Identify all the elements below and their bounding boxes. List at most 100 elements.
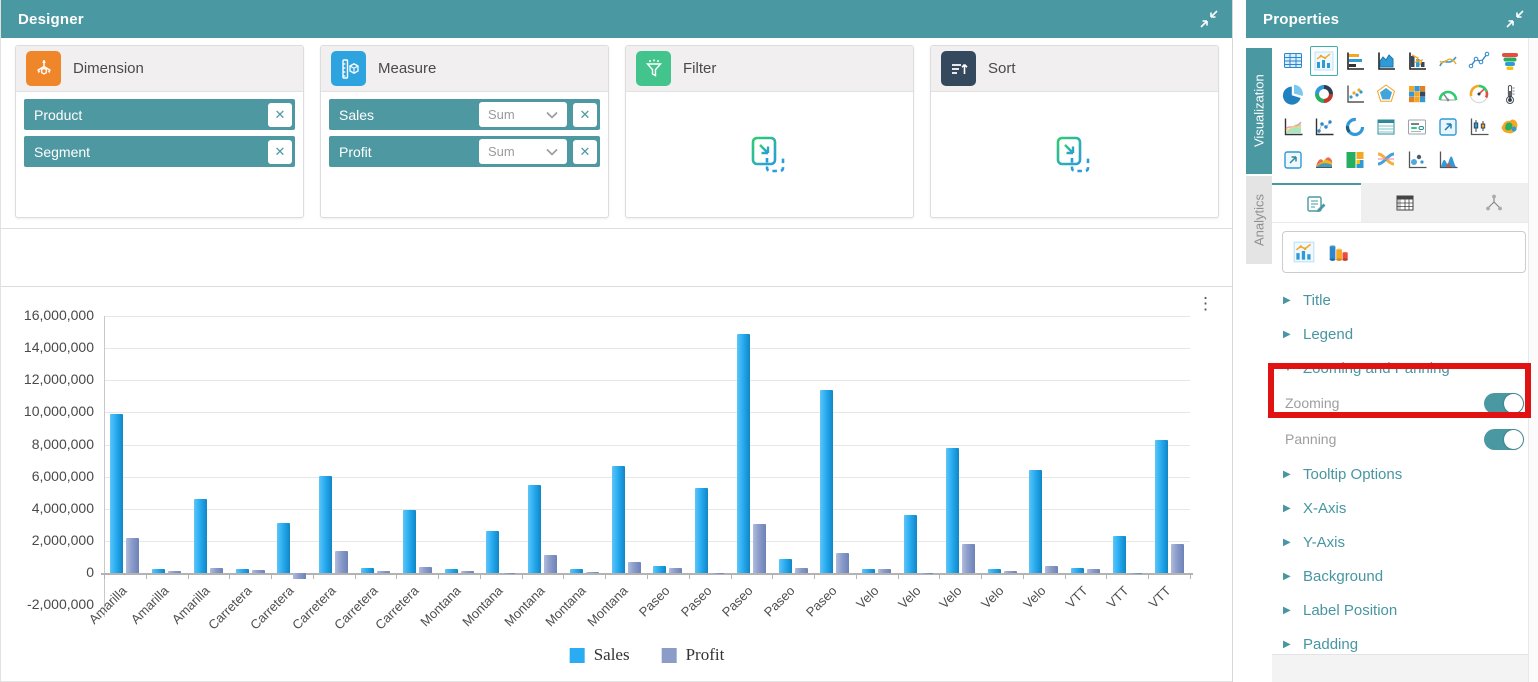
bar-profit[interactable]: [251, 569, 265, 573]
aggregation-select[interactable]: Sum: [479, 102, 567, 127]
section-label-position[interactable]: ▶ Label Position: [1283, 601, 1398, 619]
bar-profit[interactable]: [418, 566, 432, 573]
bar-chart-icon[interactable]: [1341, 46, 1369, 76]
bar-profit[interactable]: [1087, 568, 1101, 573]
column-2d-icon[interactable]: [1292, 240, 1316, 264]
bar-profit[interactable]: [544, 554, 558, 573]
scatter-chart-icon[interactable]: [1341, 79, 1369, 109]
bar-sales[interactable]: [110, 413, 124, 573]
tab-analytics[interactable]: Analytics: [1246, 176, 1272, 264]
properties-scrollbar[interactable]: [1528, 38, 1538, 682]
bar-profit[interactable]: [794, 568, 808, 573]
bar-sales[interactable]: [1154, 440, 1168, 573]
column-chart-icon[interactable]: [1310, 46, 1338, 76]
tab-general-settings[interactable]: [1272, 183, 1361, 222]
bar-sales[interactable]: [987, 568, 1001, 573]
bar-sales[interactable]: [862, 568, 876, 573]
bar-sales[interactable]: [736, 333, 750, 573]
filter-dropzone[interactable]: [626, 92, 913, 217]
measure-body[interactable]: Sales Sum ✕ Profit Sum ✕: [321, 92, 608, 217]
bar-sales[interactable]: [193, 499, 207, 573]
thermometer-gauge-icon[interactable]: [1496, 79, 1524, 109]
funnel-chart-icon[interactable]: [1496, 46, 1524, 76]
bar-sales[interactable]: [152, 569, 166, 573]
image-widget-icon[interactable]: [1279, 145, 1307, 175]
heatmap-chart-icon[interactable]: [1403, 79, 1431, 109]
bar-profit[interactable]: [878, 568, 892, 573]
table-widget-icon[interactable]: [1279, 46, 1307, 76]
spline-area-chart-icon[interactable]: [1310, 145, 1338, 175]
remove-field-button[interactable]: ✕: [268, 139, 292, 164]
bar-sales[interactable]: [1071, 568, 1085, 573]
bar-sales[interactable]: [528, 484, 542, 573]
section-padding[interactable]: ▶ Padding: [1283, 635, 1359, 653]
bar-profit[interactable]: [1128, 573, 1142, 575]
treemap-chart-icon[interactable]: [1341, 145, 1369, 175]
dimension-body[interactable]: Product ✕ Segment ✕: [16, 92, 303, 217]
bar-sales[interactable]: [1029, 470, 1043, 573]
collapse-panel-icon[interactable]: [1200, 10, 1218, 28]
section-background[interactable]: ▶ Background: [1283, 567, 1384, 585]
bar-profit[interactable]: [961, 543, 975, 573]
bar-profit[interactable]: [627, 561, 641, 573]
section-zooming-and-panning[interactable]: ▼ Zooming and Panning: [1283, 359, 1450, 377]
bubble-chart-icon[interactable]: [1403, 145, 1431, 175]
bar-profit[interactable]: [502, 573, 516, 575]
bar-sales[interactable]: [820, 389, 834, 573]
bar-sales[interactable]: [904, 515, 917, 573]
remove-field-button[interactable]: ✕: [573, 139, 597, 164]
circular-gauge-icon[interactable]: [1465, 79, 1493, 109]
tab-axes[interactable]: [1449, 183, 1538, 222]
embed-widget-icon[interactable]: [1434, 112, 1462, 142]
aggregation-select[interactable]: Sum: [479, 139, 567, 164]
bar-profit[interactable]: [126, 537, 140, 573]
bar-sales[interactable]: [653, 565, 667, 573]
bar-profit[interactable]: [1170, 543, 1184, 573]
remove-field-button[interactable]: ✕: [268, 102, 292, 127]
sankey-chart-icon[interactable]: [1372, 145, 1400, 175]
bar-sales[interactable]: [569, 568, 583, 573]
section-x-axis[interactable]: ▶ X-Axis: [1283, 499, 1347, 517]
panning-toggle[interactable]: [1484, 428, 1524, 450]
dimension-field-segment[interactable]: Segment ✕: [24, 136, 295, 167]
pareto-chart-icon[interactable]: [1403, 46, 1431, 76]
legend-item-sales[interactable]: Sales: [569, 645, 630, 665]
bar-profit[interactable]: [1045, 566, 1059, 573]
tab-data-grid[interactable]: [1360, 183, 1450, 222]
bar-sales[interactable]: [319, 475, 333, 573]
bar-sales[interactable]: [695, 487, 709, 573]
pie-chart-icon[interactable]: [1279, 79, 1307, 109]
bar-profit[interactable]: [669, 567, 683, 573]
bar-profit[interactable]: [168, 570, 182, 573]
bar-sales[interactable]: [1112, 536, 1126, 573]
dimension-field-product[interactable]: Product ✕: [24, 99, 295, 130]
collapse-panel-icon[interactable]: [1506, 10, 1524, 28]
bar-profit[interactable]: [209, 568, 223, 573]
bar-profit[interactable]: [752, 523, 766, 573]
zooming-toggle[interactable]: [1484, 392, 1524, 414]
bar-sales[interactable]: [402, 510, 416, 573]
bar-profit[interactable]: [335, 550, 349, 573]
doughnut-chart-icon[interactable]: [1310, 79, 1338, 109]
bar-sales[interactable]: [235, 568, 249, 573]
semi-gauge-icon[interactable]: [1434, 79, 1462, 109]
bar-profit[interactable]: [377, 571, 390, 573]
tab-visualization[interactable]: Visualization: [1246, 48, 1272, 174]
bar-sales[interactable]: [444, 569, 458, 573]
bar-profit[interactable]: [293, 573, 307, 579]
section-y-axis[interactable]: ▶ Y-Axis: [1283, 533, 1345, 551]
map-widget-icon[interactable]: [1496, 112, 1524, 142]
box-whisker-chart-icon[interactable]: [1465, 112, 1493, 142]
area-chart-icon[interactable]: [1372, 46, 1400, 76]
measure-field-profit[interactable]: Profit Sum ✕: [329, 136, 600, 167]
bar-sales[interactable]: [277, 523, 291, 573]
progress-circle-icon[interactable]: [1341, 112, 1369, 142]
pivot-grid-icon[interactable]: [1372, 112, 1400, 142]
remove-field-button[interactable]: ✕: [573, 102, 597, 127]
section-legend[interactable]: ▶ Legend: [1283, 325, 1354, 343]
bar-profit[interactable]: [460, 570, 474, 573]
bar-profit[interactable]: [585, 571, 599, 573]
more-options-icon[interactable]: ⋮: [1197, 294, 1214, 313]
bar-profit[interactable]: [1003, 570, 1017, 573]
sort-dropzone[interactable]: [931, 92, 1218, 217]
